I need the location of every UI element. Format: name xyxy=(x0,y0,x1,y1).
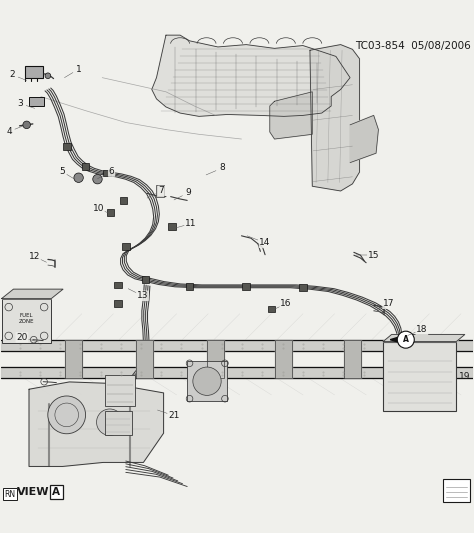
Bar xyxy=(268,306,275,312)
Text: 1: 1 xyxy=(76,64,82,74)
Circle shape xyxy=(23,121,30,128)
Bar xyxy=(114,281,121,288)
Bar xyxy=(107,209,115,215)
Bar xyxy=(168,223,176,230)
Text: 9: 9 xyxy=(185,188,191,197)
Text: 17: 17 xyxy=(383,300,394,308)
Polygon shape xyxy=(390,336,401,343)
Bar xyxy=(155,185,164,197)
Text: 18: 18 xyxy=(416,325,428,334)
Text: 2: 2 xyxy=(9,70,15,79)
Bar xyxy=(187,361,228,401)
Text: A: A xyxy=(53,487,60,497)
Text: 5: 5 xyxy=(59,167,65,176)
Bar xyxy=(299,285,307,291)
Bar xyxy=(105,410,132,435)
Polygon shape xyxy=(0,340,473,351)
Text: 6: 6 xyxy=(109,167,115,176)
Circle shape xyxy=(93,174,102,184)
Polygon shape xyxy=(1,289,63,298)
Polygon shape xyxy=(0,367,473,378)
Bar xyxy=(63,143,71,150)
Text: 13: 13 xyxy=(137,291,148,300)
Bar xyxy=(242,283,250,289)
Polygon shape xyxy=(207,340,224,378)
Polygon shape xyxy=(65,340,82,378)
Text: 15: 15 xyxy=(368,251,379,260)
Bar xyxy=(103,169,111,176)
Polygon shape xyxy=(136,340,153,378)
Text: TC03-854  05/08/2006: TC03-854 05/08/2006 xyxy=(355,41,471,51)
Bar xyxy=(1,298,51,343)
Text: VIEW: VIEW xyxy=(17,487,50,497)
Bar xyxy=(114,301,121,306)
Polygon shape xyxy=(270,92,312,139)
Text: 4: 4 xyxy=(6,127,12,136)
Circle shape xyxy=(74,173,83,182)
FancyBboxPatch shape xyxy=(443,479,471,502)
Text: 20: 20 xyxy=(16,333,27,342)
Bar xyxy=(122,244,129,250)
Circle shape xyxy=(97,409,123,435)
Circle shape xyxy=(193,367,221,395)
Circle shape xyxy=(45,73,51,78)
Polygon shape xyxy=(29,382,164,466)
Text: FUEL
ZONE: FUEL ZONE xyxy=(18,313,34,324)
Polygon shape xyxy=(152,35,350,116)
Text: 7: 7 xyxy=(158,187,164,196)
Polygon shape xyxy=(383,335,465,342)
Bar xyxy=(383,342,456,411)
Bar xyxy=(105,375,135,406)
Bar xyxy=(25,66,43,78)
Bar xyxy=(82,163,90,169)
Text: 14: 14 xyxy=(259,238,271,247)
Text: 12: 12 xyxy=(29,252,40,261)
Circle shape xyxy=(397,331,414,348)
Text: 21: 21 xyxy=(168,411,180,420)
Bar xyxy=(119,197,127,204)
Circle shape xyxy=(48,396,86,434)
Text: 3: 3 xyxy=(18,99,23,108)
Polygon shape xyxy=(344,340,361,378)
Text: 8: 8 xyxy=(220,163,226,172)
Polygon shape xyxy=(310,45,359,191)
Bar xyxy=(29,96,44,106)
Bar xyxy=(186,283,193,289)
Text: 19: 19 xyxy=(459,372,470,381)
Text: 11: 11 xyxy=(185,219,197,228)
Bar xyxy=(142,277,149,283)
Polygon shape xyxy=(350,116,378,163)
Text: A: A xyxy=(403,335,409,344)
Text: RN: RN xyxy=(4,490,16,499)
Text: 10: 10 xyxy=(93,204,104,213)
Polygon shape xyxy=(275,340,292,378)
Text: 16: 16 xyxy=(280,300,292,308)
